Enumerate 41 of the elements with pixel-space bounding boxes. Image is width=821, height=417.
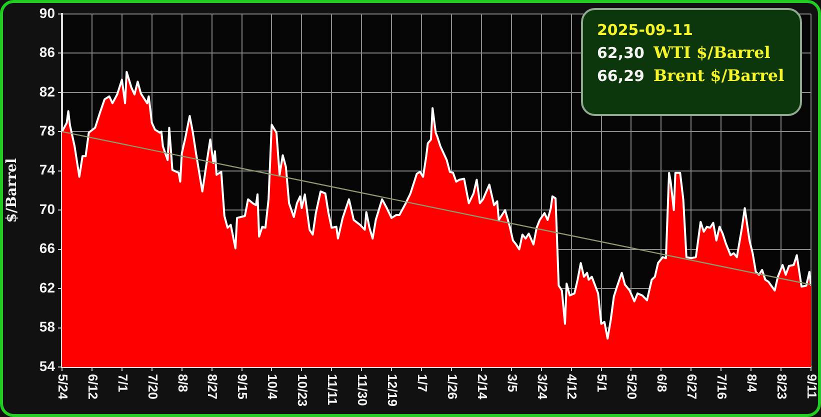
x-tick-label: 11/11 bbox=[325, 374, 340, 406]
x-tick-label: 5/20 bbox=[624, 374, 640, 400]
y-tick-label: 86 bbox=[39, 44, 56, 60]
x-tick-label: 5/1 bbox=[594, 374, 610, 392]
x-tick-label: 7/1 bbox=[115, 374, 130, 392]
y-tick-label: 70 bbox=[39, 200, 56, 217]
y-tick-label: 62 bbox=[39, 279, 56, 296]
x-tick-label: 6/27 bbox=[684, 374, 700, 400]
x-tick-label: 11/30 bbox=[355, 374, 370, 406]
y-axis-title: $/Barrel bbox=[4, 158, 20, 223]
x-tick-label: 8/23 bbox=[774, 374, 790, 400]
x-tick-label: 8/4 bbox=[744, 374, 760, 393]
x-tick-label: 3/5 bbox=[504, 374, 520, 392]
x-tick-label: 10/23 bbox=[295, 374, 310, 407]
annotation: 2025-09-11 bbox=[597, 21, 693, 39]
x-tick-label: 8/27 bbox=[205, 374, 220, 400]
info-panel: 2025-09-11 62,30 WTI $/Barrel 66,29 Brent $/Barrel bbox=[581, 8, 802, 116]
x-tick-label: 12/19 bbox=[384, 374, 400, 407]
x-tick-label: 6/8 bbox=[654, 374, 670, 392]
y-tick-label: 90 bbox=[39, 4, 56, 21]
y-tick-label: 66 bbox=[39, 240, 56, 256]
x-tick-label: 9/15 bbox=[235, 374, 250, 400]
x-tick-label: 7/16 bbox=[714, 374, 730, 400]
y-tick-label: 78 bbox=[39, 122, 56, 139]
x-tick-label: 10/4 bbox=[265, 374, 280, 400]
y-tick-label: 82 bbox=[39, 83, 56, 100]
annotation: 62,30 WTI $/Barrel bbox=[597, 43, 770, 62]
annotation: 66,29 Brent $/Barrel bbox=[597, 66, 784, 85]
x-tick-label: 3/24 bbox=[534, 374, 550, 400]
x-tick-label: 5/24 bbox=[55, 374, 70, 400]
y-tick-label: 74 bbox=[39, 162, 56, 178]
y-tick-label: 54 bbox=[39, 358, 56, 374]
x-tick-label: 9/11 bbox=[804, 374, 820, 399]
x-tick-label: 6/12 bbox=[85, 374, 100, 400]
x-tick-label: 1/7 bbox=[414, 374, 430, 392]
x-tick-label: 1/26 bbox=[444, 374, 460, 400]
x-tick-label: 4/12 bbox=[564, 374, 580, 400]
x-tick-label: 7/20 bbox=[145, 374, 160, 400]
y-tick-label: 58 bbox=[39, 318, 56, 335]
x-tick-label: 8/8 bbox=[175, 374, 190, 392]
x-tick-label: 2/14 bbox=[474, 374, 490, 400]
